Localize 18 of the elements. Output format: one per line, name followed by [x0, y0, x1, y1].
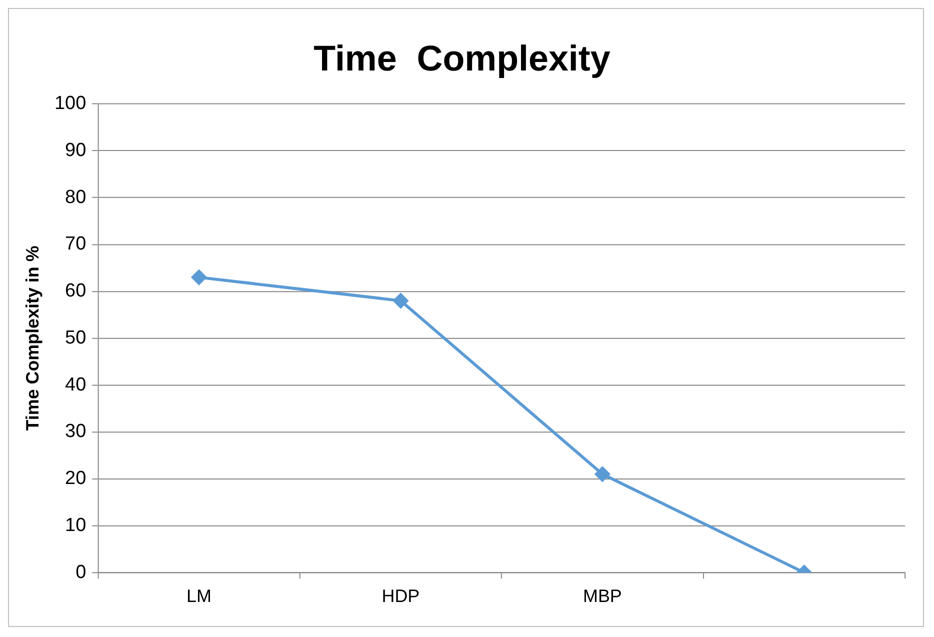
- y-tick-label: 10: [65, 514, 86, 536]
- y-tick-label: 0: [76, 562, 86, 583]
- point: [191, 270, 206, 285]
- y-tick-label: 50: [65, 327, 86, 348]
- x-tick-label: MBP: [582, 586, 622, 606]
- chart-title: Time Complexity: [314, 38, 610, 78]
- point: [393, 293, 408, 308]
- y-tick-label: 70: [65, 234, 86, 255]
- y-tick-label: 40: [65, 374, 86, 396]
- x-tick-label: LM: [186, 586, 212, 606]
- y-tick-label: 100: [54, 93, 86, 114]
- y-axis-title: Time Complexity in %: [22, 246, 43, 431]
- y-tick-label: 20: [65, 468, 86, 490]
- x-tick-label: HDP: [382, 586, 420, 606]
- y-tick-label: 80: [65, 186, 86, 208]
- y-tick-label: 60: [65, 280, 86, 302]
- y-tick-label: 30: [65, 421, 86, 442]
- y-tick-label: 90: [65, 140, 86, 161]
